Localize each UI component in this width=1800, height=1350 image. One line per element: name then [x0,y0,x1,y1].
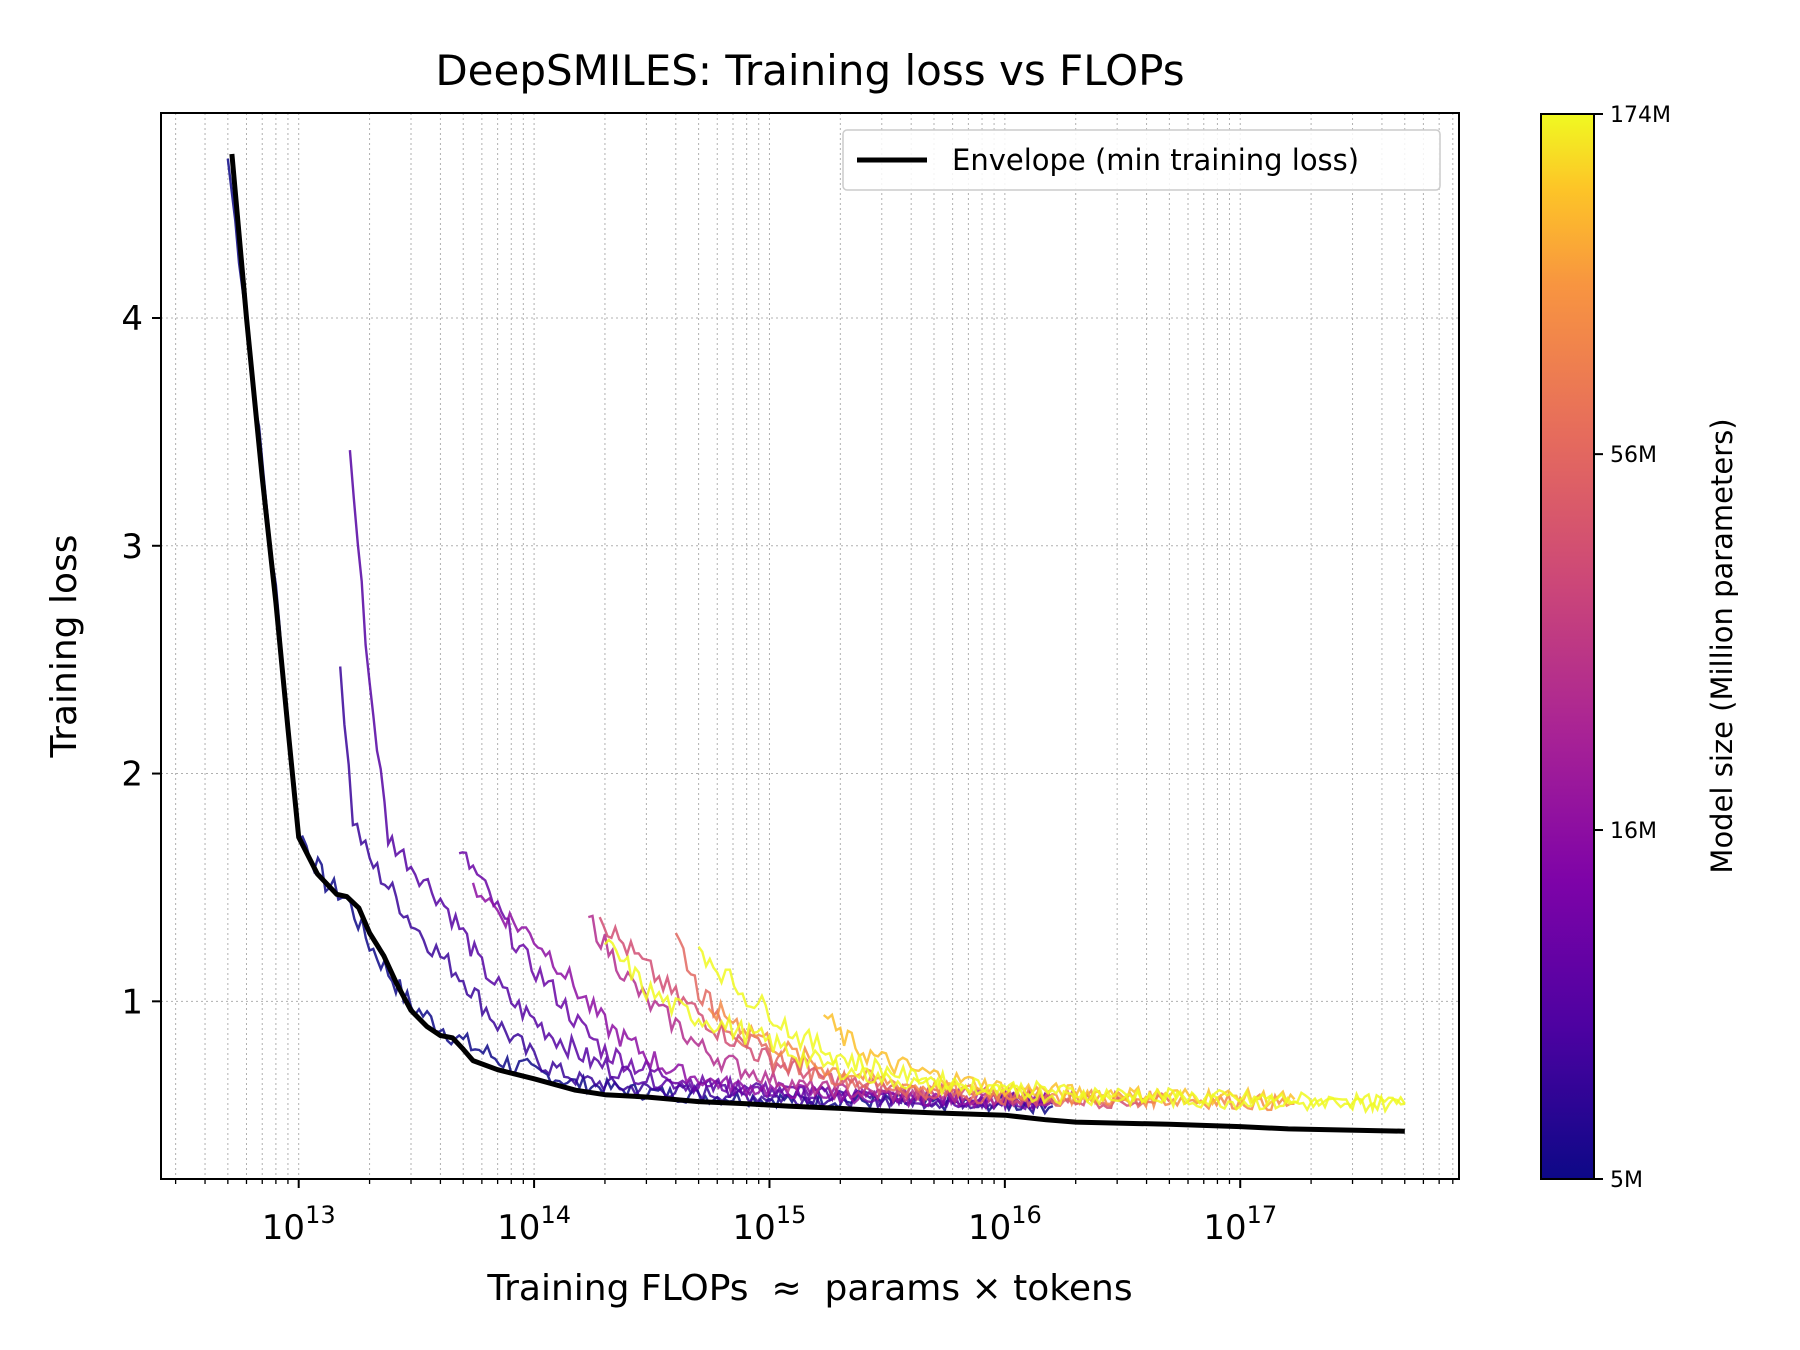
y-tick-label: 2 [121,755,143,795]
x-tick-label: 1015 [733,1201,807,1248]
legend: Envelope (min training loss) [842,129,1441,191]
colorbar-tick-label: 56M [1610,443,1657,468]
legend-box [842,129,1441,191]
colorbar: 5M 16M 56M 174M Model size (Million paramet… [1540,103,1739,1193]
colorbar-gradient [1540,113,1595,1180]
colorbar-ticks: 5M 16M 56M 174M [1594,103,1671,1193]
x-axis-label: Training FLOPs ≈ params × tokens [486,1268,1132,1309]
y-axis: 1 2 3 4 [121,299,161,1022]
colorbar-tick-label: 5M [1610,1168,1643,1193]
y-axis-label: Training loss [44,534,85,758]
series-line-10 [603,938,1405,1115]
x-tick-label: 1017 [1203,1201,1277,1248]
colorbar-tick-label: 16M [1610,819,1657,844]
series-line-11 [697,945,1406,1115]
grid-lines [161,113,1459,1179]
colorbar-tick-label: 174M [1610,103,1671,128]
x-tick-label: 1014 [497,1201,571,1248]
legend-label-envelope: Envelope (min training loss) [952,143,1359,177]
x-tick-label: 1016 [968,1201,1042,1248]
plot-background [161,113,1459,1179]
series-lines [226,158,1406,1116]
chart-title: DeepSMILES: Training loss vs FLOPs [435,46,1184,95]
envelope-line [229,153,1405,1134]
x-axis: 1013 1014 1015 1016 1017 [174,1179,1454,1248]
x-tick-label: 1013 [262,1201,336,1248]
y-tick-label: 1 [121,982,143,1022]
colorbar-label: Model size (Million parameters) [1705,418,1739,873]
y-tick-label: 4 [121,299,143,339]
plot-frame [160,112,1460,1180]
y-tick-label: 3 [121,527,143,567]
envelope-line-group [229,153,1405,1134]
